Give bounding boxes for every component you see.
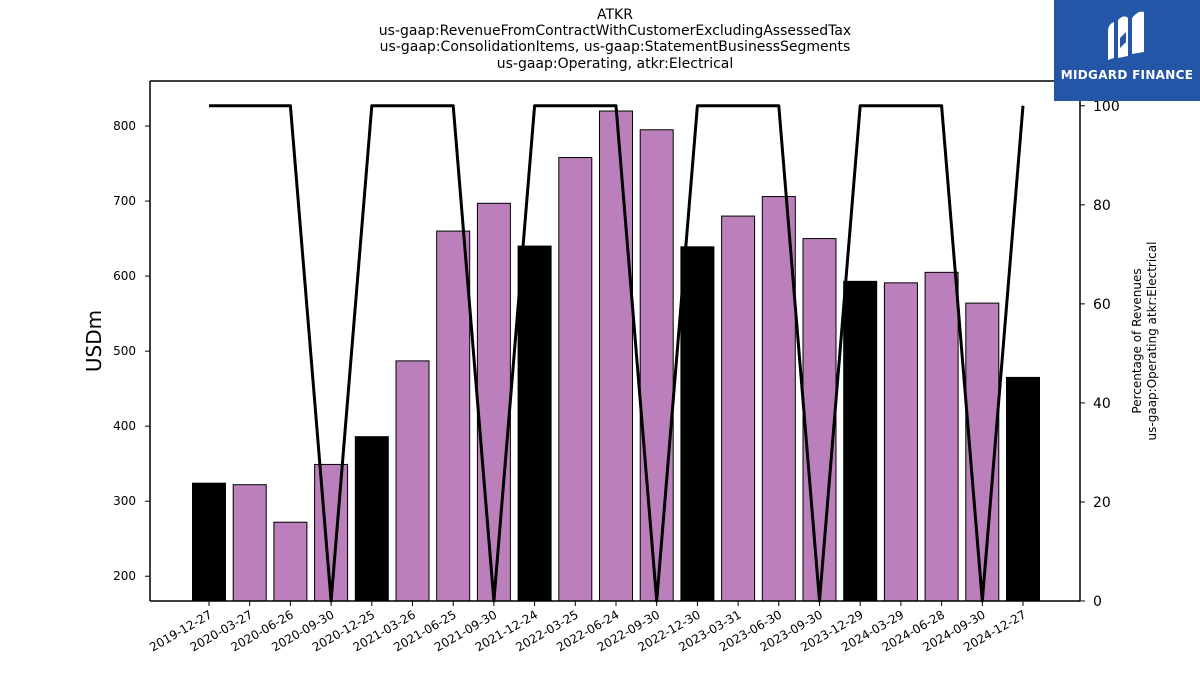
y-axis-label-left: USDm (82, 310, 106, 372)
bar-2024-12-27 (1006, 376, 1040, 602)
bar-2022-12-30 (680, 246, 715, 602)
bar-2022-06-24 (599, 110, 633, 602)
y-tick-label-right: 40 (1093, 396, 1111, 412)
bar-2021-03-26 (395, 360, 430, 602)
y-tick-label-left: 500 (113, 344, 136, 358)
y-tick-label-right: 80 (1093, 198, 1111, 214)
y-tick-label-left: 800 (113, 119, 136, 133)
bar-2021-06-25 (436, 230, 471, 602)
y-axis-label-right-line-2: us-gaap:Operating atkr:Electrical (1145, 242, 1159, 441)
logo-text: MIDGARD FINANCE (1060, 68, 1194, 82)
y-axis-label-right-line-1: Percentage of Revenues (1130, 268, 1144, 413)
percentage-line-layer (209, 104, 1025, 603)
bar-2020-03-27 (232, 484, 267, 602)
bar-2019-12-27 (192, 482, 226, 602)
bar-2021-09-30 (476, 202, 511, 602)
y-tick-label-right: 60 (1093, 297, 1111, 313)
bar-2020-09-30 (314, 463, 349, 602)
chart-title-line-1: ATKR (597, 7, 633, 23)
bar-2023-03-31 (721, 215, 756, 602)
bar-2022-03-25 (558, 157, 593, 602)
percentage-line (209, 104, 1025, 603)
bar-2022-09-30 (639, 129, 674, 602)
bar-2021-12-24 (517, 245, 552, 602)
chart-title-line-3: us-gaap:ConsolidationItems, us-gaap:Stat… (379, 39, 851, 55)
y-tick-label-left: 400 (113, 419, 136, 433)
y-tick-label-right: 100 (1093, 99, 1120, 115)
bar-2023-12-29 (843, 280, 878, 602)
y-tick-label-left: 300 (113, 494, 136, 508)
chart-title-line-4: us-gaap:Operating, atkr:Electrical (496, 56, 734, 72)
y-tick-label-right: 0 (1093, 594, 1102, 610)
y-tick-label-right: 20 (1093, 495, 1111, 511)
bar-2023-09-30 (802, 238, 837, 602)
y-tick-label-left: 200 (113, 569, 136, 583)
bar-2024-06-28 (924, 271, 959, 602)
y-tick-label-left: 600 (113, 269, 136, 283)
logo-mark-icon (1108, 11, 1144, 60)
bar-2024-03-29 (883, 282, 918, 602)
chart-title-line-2: us-gaap:RevenueFromContractWithCustomerE… (378, 23, 852, 39)
logo: MIDGARD FINANCE (1054, 0, 1200, 101)
bar-2020-06-26 (273, 521, 308, 602)
y-tick-label-left: 700 (113, 194, 136, 208)
bar-2023-06-30 (761, 196, 796, 602)
bar-2020-12-25 (354, 436, 389, 602)
bars-layer (192, 110, 1040, 602)
